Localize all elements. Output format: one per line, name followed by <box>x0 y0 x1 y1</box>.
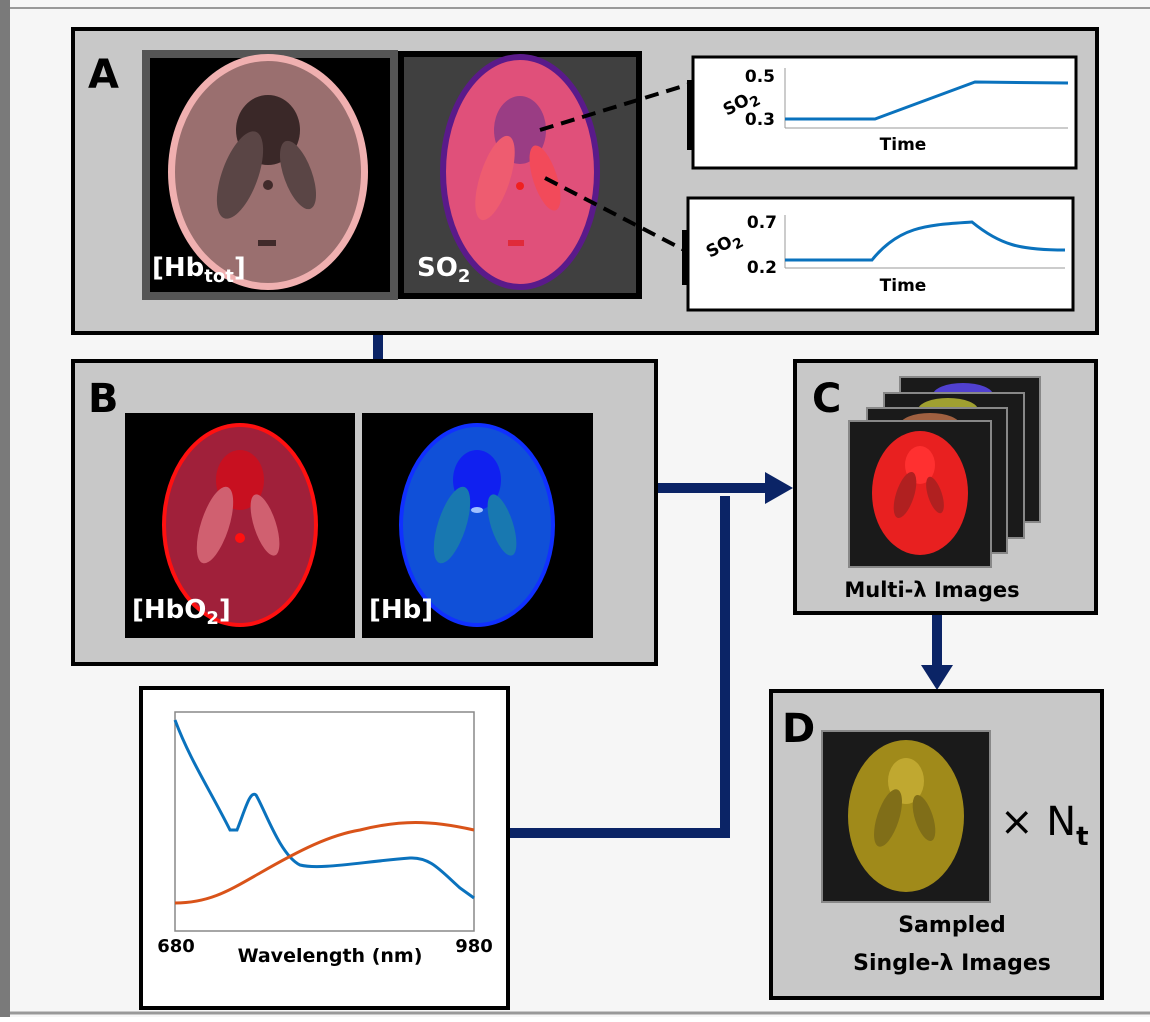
tick-label: 0.7 <box>747 213 777 233</box>
panel-label: A <box>88 52 119 98</box>
tick-label: 0.5 <box>745 67 775 87</box>
panel-label: D <box>782 706 815 752</box>
so2-plot: 0.7 0.2 Time SO2 <box>685 198 1073 310</box>
tick-label: 980 <box>455 936 493 957</box>
axis-label: Time <box>880 135 927 155</box>
caption: Sampled <box>898 913 1006 938</box>
so2-plot: 0.5 0.3 Time SO2 <box>690 57 1076 168</box>
axis-label: Wavelength (nm) <box>238 945 423 967</box>
phantom <box>848 740 964 892</box>
multiplier: × Nt <box>1000 799 1089 852</box>
diagram: A [Hbtot] SO2 0.5 0.3 Time SO2 0.7 0.2 T… <box>0 0 1150 1017</box>
left-border <box>0 0 10 1017</box>
image-label: [Hb] <box>369 595 433 625</box>
caption: Multi-λ Images <box>844 578 1019 602</box>
tick-label: 680 <box>157 936 195 957</box>
phantom <box>440 54 600 290</box>
tick-label: 0.3 <box>745 110 775 130</box>
axis-label: Time <box>880 276 927 296</box>
panel-label: B <box>88 376 119 422</box>
panel-label: C <box>812 376 841 422</box>
caption: Single-λ Images <box>853 951 1051 976</box>
tick-label: 0.2 <box>747 258 777 278</box>
